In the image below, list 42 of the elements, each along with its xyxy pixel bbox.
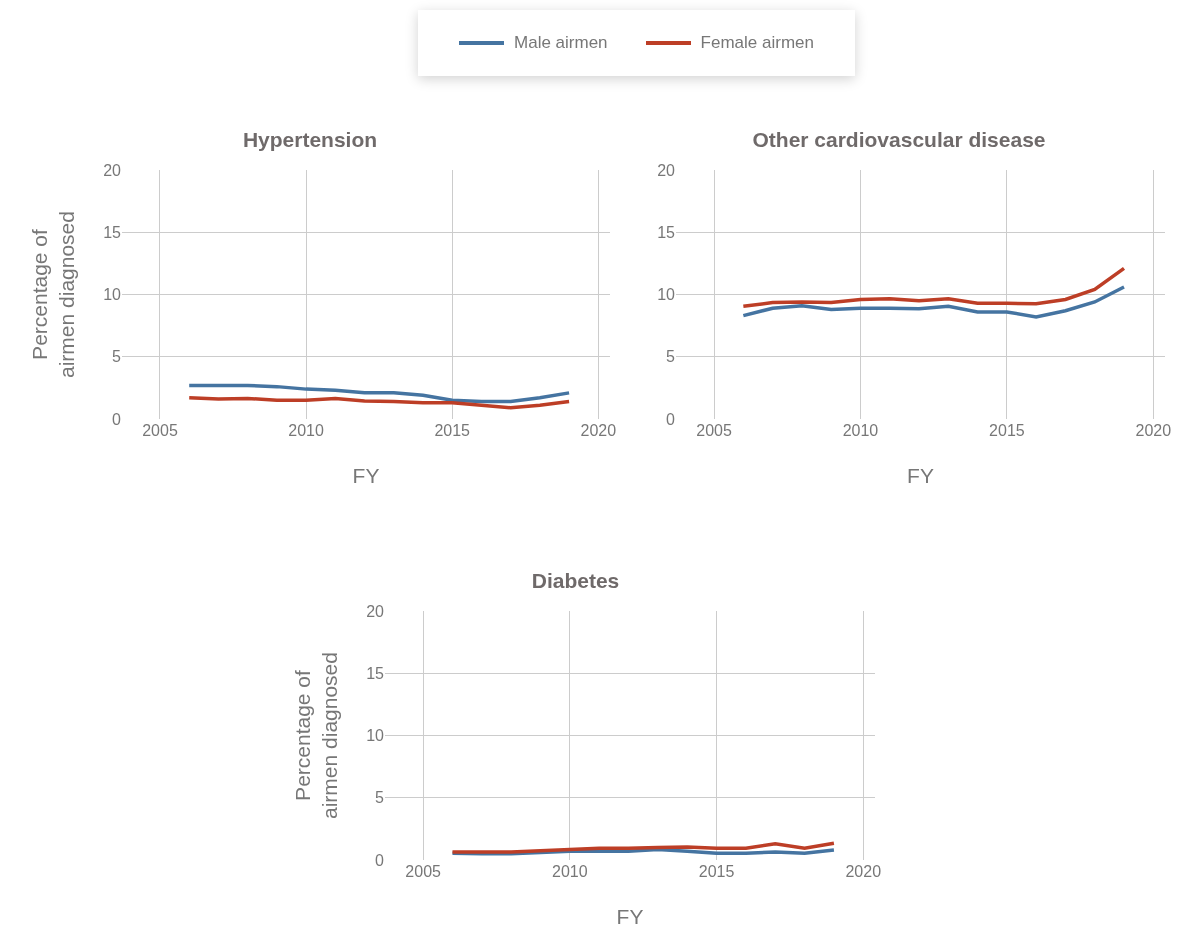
x-axis-title: FY xyxy=(907,464,934,488)
chart-title: Other cardiovascular disease xyxy=(752,128,1046,152)
y-tick-label: 20 xyxy=(103,161,122,179)
y-tick-label: 15 xyxy=(657,223,676,241)
y-tick-label: 5 xyxy=(112,348,122,366)
x-axis-title: FY xyxy=(352,464,380,488)
x-tick-label: 2015 xyxy=(989,422,1025,439)
x-tick-label: 2010 xyxy=(842,422,879,439)
x-tick-label: 2020 xyxy=(845,863,882,880)
y-tick-label: 10 xyxy=(103,286,122,304)
legend-label: Female airmen xyxy=(700,33,814,53)
x-tick-label: 2015 xyxy=(698,863,735,880)
x-tick-label: 2010 xyxy=(288,422,324,439)
y-tick-label: 20 xyxy=(366,602,385,620)
y-tick-label: 15 xyxy=(103,223,122,241)
chart-title: Diabetes xyxy=(531,569,620,593)
y-tick-label: 0 xyxy=(666,410,676,428)
y-tick-label: 0 xyxy=(375,851,385,869)
x-tick-label: 2010 xyxy=(552,863,588,880)
chart-title: Hypertension xyxy=(242,128,378,152)
line-series xyxy=(187,383,571,404)
line-series xyxy=(741,266,1126,309)
y-tick-label: 5 xyxy=(375,789,385,807)
x-tick-label: 2020 xyxy=(580,422,617,439)
x-axis-title: FY xyxy=(616,905,644,929)
x-tick-label: 2005 xyxy=(696,422,732,439)
y-axis-title: Percentage of airmen diagnosed xyxy=(291,652,342,819)
y-axis-title: Percentage of airmen diagnosed xyxy=(28,211,79,378)
y-tick-label: 15 xyxy=(366,664,385,682)
line-series xyxy=(187,396,571,410)
y-tick-label: 10 xyxy=(657,286,676,304)
legend-label: Male airmen xyxy=(514,33,608,53)
line-series xyxy=(741,285,1126,319)
line-series xyxy=(450,841,836,854)
y-tick-label: 20 xyxy=(657,161,676,179)
x-tick-label: 2020 xyxy=(1135,422,1172,439)
x-tick-label: 2005 xyxy=(142,422,178,439)
y-tick-label: 5 xyxy=(666,348,676,366)
x-tick-label: 2015 xyxy=(434,422,471,439)
y-tick-label: 10 xyxy=(366,727,385,745)
x-tick-label: 2005 xyxy=(405,863,442,880)
y-tick-label: 0 xyxy=(112,410,122,428)
